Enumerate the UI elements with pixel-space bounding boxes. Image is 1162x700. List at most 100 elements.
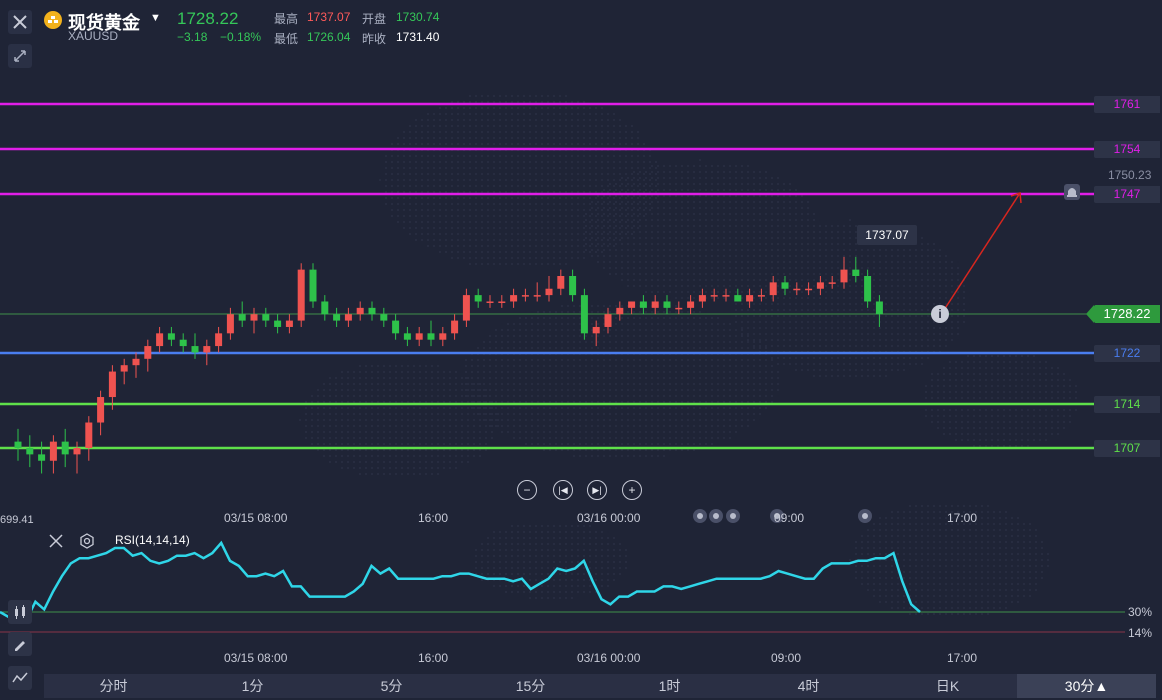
symbol-name[interactable]: 现货黄金: [68, 13, 140, 33]
texture-dot: [400, 466, 404, 470]
texture-dot: [710, 388, 714, 392]
texture-dot: [600, 226, 604, 230]
texture-dot: [484, 424, 488, 428]
texture-dot: [948, 426, 952, 430]
texture-dot: [908, 570, 912, 574]
texture-dot: [494, 382, 498, 386]
texture-dot: [704, 224, 708, 228]
texture-dot: [620, 218, 624, 222]
texture-dot: [650, 346, 654, 350]
texture-dot: [488, 334, 492, 338]
texture-dot: [492, 172, 496, 176]
texture-dot: [644, 382, 648, 386]
texture-dot: [932, 600, 936, 604]
texture-dot: [602, 266, 606, 270]
texture-dot: [716, 328, 720, 332]
texture-dot: [638, 394, 642, 398]
texture-dot: [950, 558, 954, 562]
texture-dot: [794, 200, 798, 204]
texture-dot: [436, 454, 440, 458]
texture-dot: [468, 238, 472, 242]
texture-dot: [704, 424, 708, 428]
texture-dot: [734, 188, 738, 192]
texture-dot: [510, 202, 514, 206]
texture-dot: [430, 454, 434, 458]
texture-dot: [914, 254, 918, 258]
texture-dot: [566, 424, 570, 428]
texture-dot: [552, 250, 556, 254]
texture-dot: [494, 394, 498, 398]
texture-dot: [878, 582, 882, 586]
texture-dot: [932, 534, 936, 538]
texture-dot: [540, 214, 544, 218]
texture-dot: [614, 334, 618, 338]
chevron-down-icon[interactable]: ▼: [150, 12, 161, 24]
texture-dot: [456, 178, 460, 182]
texture-dot: [494, 334, 498, 338]
texture-dot: [576, 256, 580, 260]
texture-dot: [740, 248, 744, 252]
texture-dot: [710, 358, 714, 362]
texture-dot: [540, 244, 544, 248]
texture-dot: [722, 364, 726, 368]
shrink-button[interactable]: [8, 44, 32, 68]
texture-dot: [560, 346, 564, 350]
texture-dot: [522, 160, 526, 164]
texture-dot: [492, 142, 496, 146]
texture-dot: [358, 430, 362, 434]
texture-dot: [482, 346, 486, 350]
texture-dot: [614, 418, 618, 422]
texture-dot: [926, 338, 930, 342]
texture-dot: [740, 314, 744, 318]
texture-dot: [884, 290, 888, 294]
texture-dot: [376, 364, 380, 368]
texture-dot: [990, 426, 994, 430]
texture-dot: [632, 406, 636, 410]
close-button[interactable]: [8, 10, 32, 34]
texture-dot: [698, 430, 702, 434]
texture-dot: [466, 388, 470, 392]
texture-dot: [600, 178, 604, 182]
texture-dot: [626, 188, 630, 192]
texture-dot: [942, 414, 946, 418]
texture-dot: [830, 302, 834, 306]
texture-dot: [626, 388, 630, 392]
texture-dot: [968, 528, 972, 532]
texture-dot: [776, 302, 780, 306]
texture-dot: [936, 384, 940, 388]
texture-dot: [608, 388, 612, 392]
texture-dot: [524, 316, 528, 320]
texture-dot: [1044, 390, 1048, 394]
texture-dot: [966, 438, 970, 442]
texture-dot: [650, 316, 654, 320]
texture-dot: [418, 430, 422, 434]
texture-dot: [388, 412, 392, 416]
texture-dot: [430, 472, 434, 476]
texture-dot: [728, 388, 732, 392]
texture-dot: [650, 322, 654, 326]
texture-dot: [408, 220, 412, 224]
texture-dot: [662, 182, 666, 186]
texture-dot: [978, 384, 982, 388]
texture-dot: [842, 332, 846, 336]
texture-dot: [602, 194, 606, 198]
texture-dot: [608, 454, 612, 458]
texture-dot: [1002, 366, 1006, 370]
texture-dot: [388, 454, 392, 458]
texture-dot: [388, 424, 392, 428]
texture-dot: [612, 178, 616, 182]
texture-dot: [420, 238, 424, 242]
shrink-icon: [14, 50, 26, 62]
texture-dot: [498, 118, 502, 122]
texture-dot: [644, 358, 648, 362]
texture-dot: [424, 406, 428, 410]
texture-dot: [554, 388, 558, 392]
texture-dot: [746, 260, 750, 264]
texture-dot: [770, 218, 774, 222]
texture-dot: [396, 142, 400, 146]
texture-dot: [426, 226, 430, 230]
texture-dot: [608, 400, 612, 404]
texture-dot: [492, 190, 496, 194]
texture-dot: [480, 184, 484, 188]
